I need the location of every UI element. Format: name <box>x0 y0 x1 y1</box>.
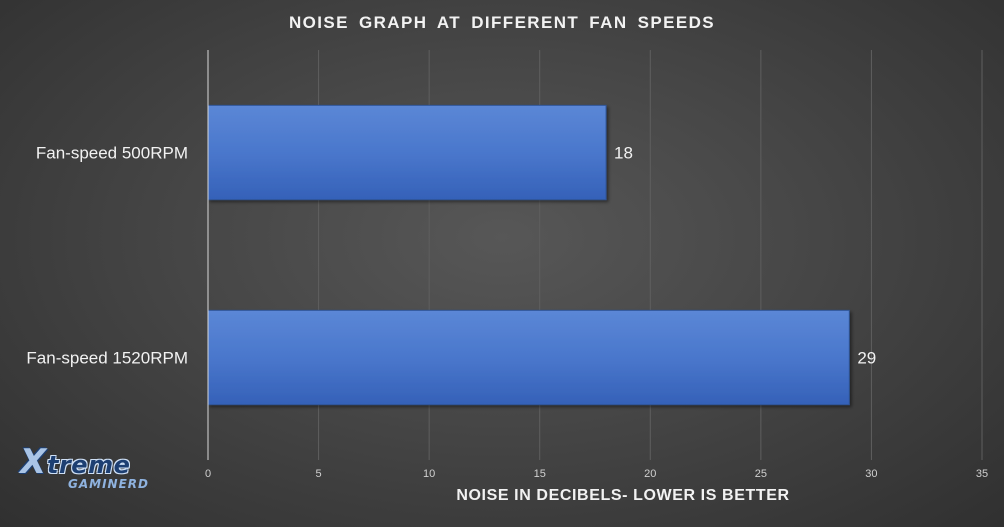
bars <box>207 104 850 406</box>
x-tick-label: 30 <box>865 468 877 480</box>
x-axis-title: NOISE IN DECIBELS- LOWER IS BETTER <box>456 487 790 504</box>
category-label: Fan-speed 1520RPM <box>26 349 188 368</box>
bar-1 <box>207 309 850 406</box>
labels: 0 5 10 15 20 25 30 35 18 Fan-speed 500RPM 29 Fan-sp… <box>26 144 988 481</box>
x-tick-label: 5 <box>316 468 322 480</box>
logo-subwordmark: GAMINERD <box>68 477 149 491</box>
x-tick-label: 15 <box>534 468 546 480</box>
brand-logo: X treme GAMINERD <box>20 445 160 495</box>
bar-0 <box>207 104 607 201</box>
bar-value-label: 29 <box>857 349 876 368</box>
bar-value-label: 18 <box>614 144 633 163</box>
x-tick-label: 10 <box>423 468 435 480</box>
x-tick-label: 35 <box>976 468 988 480</box>
category-label: Fan-speed 500RPM <box>36 144 188 163</box>
logo-wordmark: treme <box>47 451 131 479</box>
x-tick-label: 0 <box>205 468 211 480</box>
chart-title: NOISE GRAPH AT DIFFERENT FAN SPEEDS <box>288 13 716 32</box>
logo-mark: X <box>20 442 47 482</box>
x-tick-label: 25 <box>755 468 767 480</box>
x-tick-label: 20 <box>644 468 656 480</box>
